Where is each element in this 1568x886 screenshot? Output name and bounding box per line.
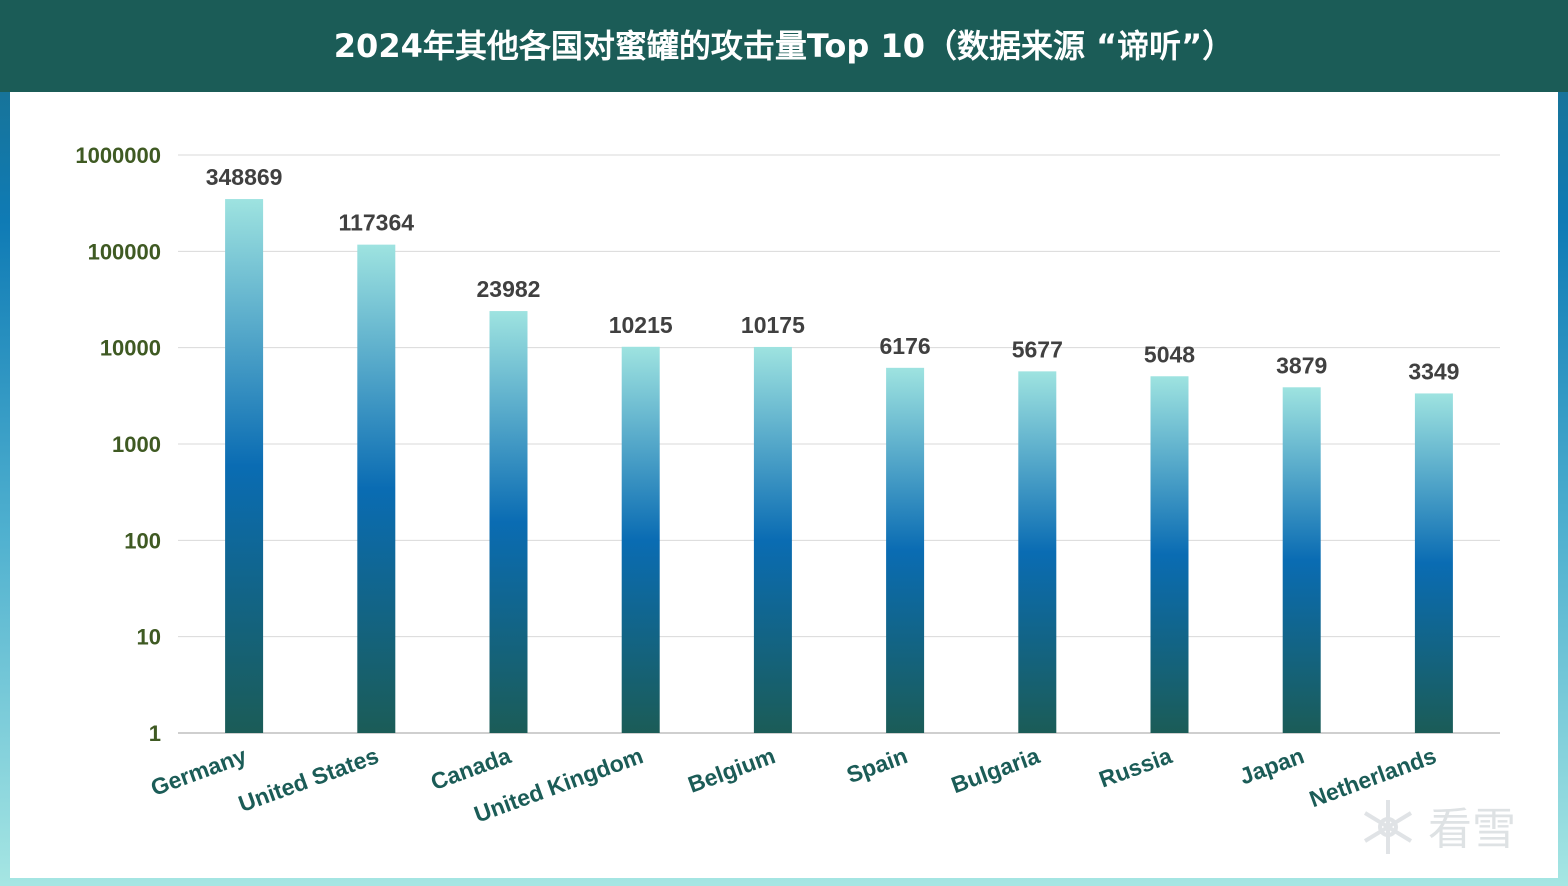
data-label: 117364 [339,210,415,236]
data-label: 10215 [609,312,673,338]
data-label: 5048 [1144,341,1195,367]
bar-japan [1282,387,1321,733]
y-tick-label: 1 [149,721,161,746]
data-label: 3349 [1408,358,1459,384]
y-tick-label: 10 [137,625,161,650]
chart-title: 2024年其他各国对蜜罐的攻击量Top 10（数据来源 “谛听”） [333,27,1235,65]
x-tick-label: Belgium [684,742,778,797]
x-tick-label: Bulgaria [948,742,1044,798]
bar-germany [225,199,264,733]
y-tick-label: 1000000 [75,143,161,168]
bar-united-kingdom [621,346,660,733]
x-tick-label: Spain [843,742,911,788]
y-tick-label: 1000 [112,432,161,457]
bar-russia [1150,376,1189,733]
y-tick-label: 100 [124,528,161,553]
bar-netherlands [1414,393,1453,733]
data-label: 3879 [1276,352,1327,378]
y-tick-label: 10000 [100,336,161,361]
y-axis: 1 10 100 1000 10000 100000 1000000 [75,143,161,746]
chart-header: 2024年其他各国对蜜罐的攻击量Top 10（数据来源 “谛听”） [0,0,1568,92]
y-tick-label: 100000 [88,239,161,264]
gridlines [178,154,1500,734]
watermark: 看雪 [1358,792,1548,862]
bar-belgium [753,346,792,733]
data-label: 5677 [1012,336,1063,362]
bar-spain [886,367,925,733]
data-label: 348869 [206,164,283,190]
x-tick-label: Canada [427,742,514,795]
x-tick-label: Russia [1095,742,1175,792]
bar-bulgaria [1018,371,1057,733]
data-label: 23982 [477,276,541,302]
x-tick-label: Japan [1236,742,1307,789]
data-label: 6176 [880,333,931,359]
data-labels: 348869 117364 23982 10215 10175 6176 5677 5048 3… [206,164,1460,384]
watermark-text: 看雪 [1428,804,1516,855]
data-label: 10175 [741,312,805,338]
bar-canada [489,311,528,733]
bar-united-states [357,244,396,733]
bars [225,199,1453,733]
x-tick-label: United States [235,742,382,817]
snowflake-icon: 看雪 [1363,800,1516,855]
